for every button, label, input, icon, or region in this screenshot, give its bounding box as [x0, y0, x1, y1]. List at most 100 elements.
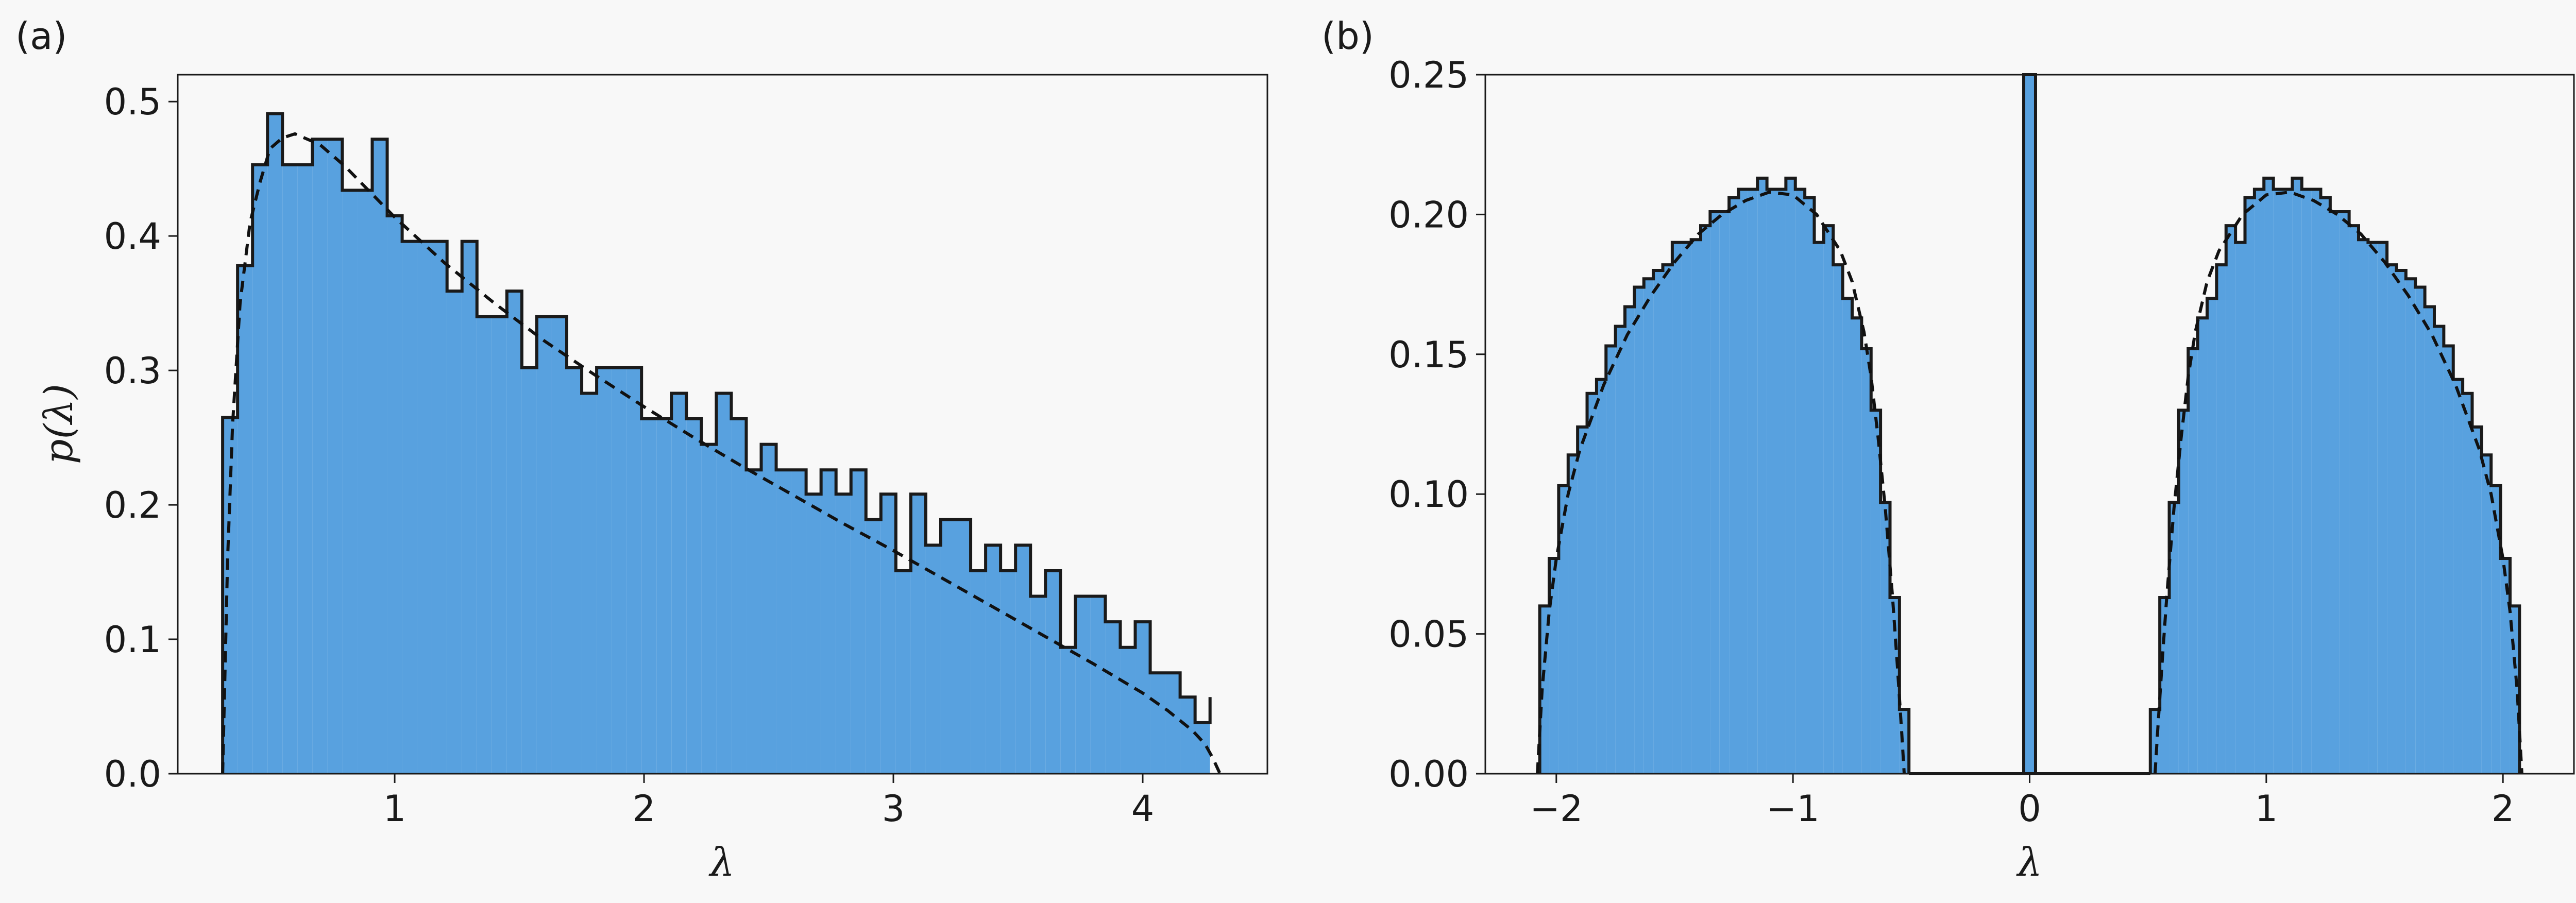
- histogram-right-bar: [2197, 318, 2208, 774]
- histogram-left-bar: [1615, 326, 1625, 774]
- y-tick-label: 0.20: [1388, 194, 1469, 236]
- fit-curve-right: [2153, 190, 2523, 774]
- histogram-left-bar: [1643, 279, 1654, 774]
- histogram-right-bar: [2320, 197, 2330, 774]
- y-ticks-b: 0.00 0.05 0.10 0.15 0.20 0.25: [1388, 54, 1485, 795]
- histogram-bar: [506, 291, 522, 774]
- histogram-right-bar: [2207, 298, 2217, 774]
- histogram-bar: [477, 316, 492, 774]
- histogram-left-bar: [1805, 197, 1815, 774]
- histogram-bar: [1001, 570, 1016, 774]
- y-tick-label: 0.3: [104, 350, 161, 392]
- y-tick-label: 0.1: [104, 619, 161, 661]
- histogram-left-bar: [1587, 393, 1597, 774]
- histogram-right-bar: [2472, 427, 2482, 774]
- x-ticks-a: 1 2 3 4: [383, 774, 1154, 830]
- histogram-left-bar: [1691, 240, 1701, 774]
- histogram-bar: [626, 367, 642, 774]
- histogram-bar: [387, 216, 402, 774]
- histogram-right-bar: [2340, 211, 2349, 774]
- histogram-bar: [492, 316, 507, 774]
- histogram-bar: [462, 241, 477, 774]
- histogram-bar: [357, 190, 372, 774]
- histogram-bar: [956, 519, 971, 774]
- y-tick-label: 0.5: [104, 81, 161, 123]
- histogram-left-bar: [1748, 189, 1758, 774]
- axes-frame-a: [177, 74, 1268, 775]
- y-tick-label: 0.0: [104, 753, 161, 795]
- histogram-right-bar: [2254, 189, 2264, 774]
- histogram-bar: [821, 470, 836, 774]
- histogram-right-bar: [2405, 279, 2416, 774]
- histogram-left-bar: [1861, 348, 1871, 774]
- histogram-right-bar: [2349, 226, 2359, 774]
- histogram-bar: [851, 470, 866, 774]
- histogram-bar: [701, 444, 717, 774]
- histogram-bar: [252, 164, 268, 774]
- panel-label-a: (a): [15, 14, 67, 58]
- histogram-right-bar: [2188, 348, 2198, 774]
- histogram-bar: [776, 470, 791, 774]
- histogram-bar: [986, 545, 1001, 774]
- x-tick-label: 4: [1131, 788, 1155, 830]
- histogram-left-bar: [1558, 485, 1568, 774]
- histogram-right-bar: [2264, 178, 2274, 774]
- histogram-left-bar: [1596, 379, 1606, 774]
- histogram-bar: [940, 519, 956, 774]
- histogram-bar: [238, 265, 253, 774]
- histogram-left-bar: [1842, 298, 1852, 774]
- histogram-right-bar: [2377, 242, 2387, 774]
- histogram-left-bar: [1776, 189, 1786, 774]
- x-axis-label-b: λ: [2016, 839, 2042, 885]
- histogram-bar: [521, 367, 537, 774]
- histogram-right-bar: [2415, 287, 2425, 774]
- histogram-left-bar: [1672, 242, 1682, 774]
- histogram-bar: [761, 444, 776, 774]
- histogram-left-bar: [1871, 410, 1881, 774]
- histogram-bar: [880, 494, 896, 774]
- histogram-right-bar: [2491, 485, 2501, 774]
- histogram-bar: [806, 494, 821, 774]
- histogram-left-bar: [1578, 427, 1587, 774]
- histogram-bar: [267, 113, 283, 774]
- histogram-right-bar: [2292, 178, 2302, 774]
- histogram-bar: [536, 316, 552, 774]
- histogram-bar: [297, 164, 313, 774]
- histogram-right-bar: [2245, 197, 2255, 774]
- y-axis-label-a: p(λ): [36, 384, 81, 464]
- histogram-left-outline: [1538, 176, 1911, 774]
- histogram-right-bar: [2368, 242, 2378, 774]
- histogram-bar: [836, 494, 851, 774]
- histogram-outline: [221, 112, 1212, 774]
- histogram-bar: [612, 367, 627, 774]
- histogram-left-bar: [1539, 606, 1550, 774]
- histogram-right-bar: [2453, 379, 2463, 774]
- y-ticks-a: 0.0 0.1 0.2 0.3 0.4 0.5: [104, 81, 178, 795]
- histogram-right-bar: [2481, 455, 2492, 774]
- histogram-bar: [1030, 596, 1046, 774]
- x-ticks-b: −2 −1 0 1 2: [1530, 774, 2514, 830]
- y-tick-label: 0.2: [104, 484, 161, 526]
- histogram-left-bar: [1767, 189, 1776, 774]
- histogram-bar: [746, 470, 761, 774]
- histogram-right-bar: [2273, 189, 2283, 774]
- histogram-bar: [641, 419, 657, 774]
- histogram-bar: [731, 419, 747, 774]
- histogram-bar: [866, 519, 881, 774]
- histogram-left-bar: [1701, 226, 1710, 774]
- histogram-bar: [447, 291, 462, 774]
- histogram-bar: [1075, 596, 1091, 774]
- histogram-right-bar: [2235, 242, 2245, 774]
- histogram-left-bar: [1606, 346, 1616, 774]
- histogram-bar: [686, 419, 702, 774]
- y-tick-label: 0.00: [1388, 753, 1469, 795]
- histogram-left-bar: [1814, 242, 1824, 774]
- histogram-bar: [971, 570, 986, 774]
- y-tick-label: 0.15: [1388, 334, 1469, 376]
- histogram-bar: [567, 367, 582, 774]
- x-tick-label: 1: [2255, 788, 2278, 830]
- x-tick-label: −1: [1767, 788, 1820, 830]
- plot-area-b: [1536, 73, 2523, 775]
- panel-a: (a) 1 2 3 4 0.0 0.1 0.2 0.3 0.4 0.5 λ p(λ): [15, 14, 1268, 885]
- x-tick-label: −2: [1530, 788, 1583, 830]
